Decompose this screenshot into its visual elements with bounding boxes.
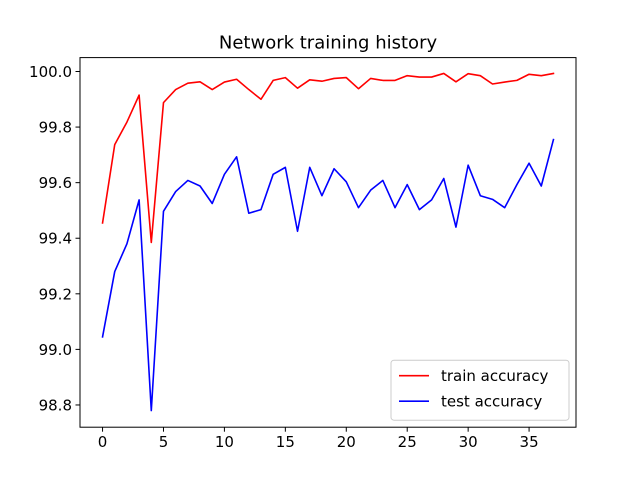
x-tick-label: 35: [520, 433, 539, 451]
series-line-0: [101, 72, 555, 244]
y-tick-label: 99.2: [39, 285, 72, 303]
x-tick-label: 5: [159, 433, 169, 451]
y-tick-label: 100.0: [29, 63, 72, 81]
series-line-1: [101, 138, 555, 412]
y-tick-label: 99.6: [39, 174, 72, 192]
x-tick-label: 30: [459, 433, 478, 451]
y-tick-label: 99.8: [39, 119, 72, 137]
x-tick-label: 10: [215, 433, 234, 451]
x-tick-label: 0: [98, 433, 108, 451]
x-tick-label: 25: [398, 433, 417, 451]
y-tick-label: 99.0: [39, 341, 72, 359]
x-tick-label: 15: [276, 433, 295, 451]
y-tick-label: 99.4: [39, 230, 72, 248]
x-axis: 0 5 10 15 20 25 30 35: [98, 427, 539, 451]
legend-label-0: train accuracy: [441, 367, 548, 385]
plot-frame: [79, 57, 577, 428]
legend-box: [390, 359, 570, 421]
legend: train accuracy test accuracy: [390, 359, 570, 421]
x-tick-label: 20: [337, 433, 356, 451]
chart-title: Network training history: [219, 33, 438, 54]
legend-label-1: test accuracy: [441, 393, 542, 411]
y-axis: 98.8 99.0 99.2 99.4 99.6 99.8 100.0: [29, 63, 80, 414]
y-tick-label: 98.8: [39, 396, 72, 414]
plot-area: [79, 57, 577, 428]
